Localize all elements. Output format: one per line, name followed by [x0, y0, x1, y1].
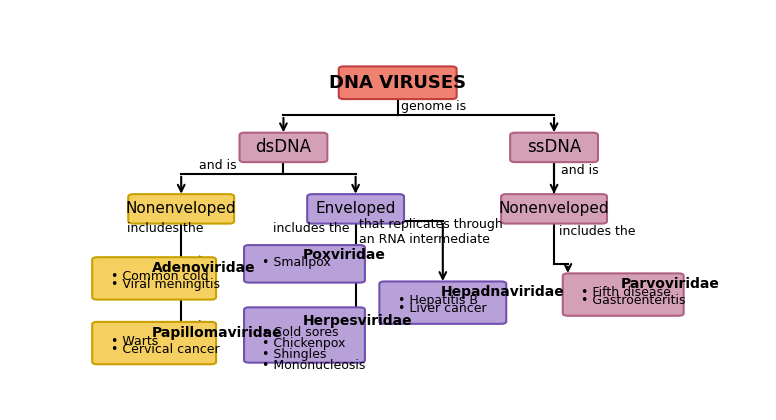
FancyBboxPatch shape: [244, 307, 365, 362]
Text: Hepadnaviridae: Hepadnaviridae: [441, 285, 564, 299]
Text: includes the: includes the: [559, 225, 636, 238]
Text: • Smallpox: • Smallpox: [262, 256, 331, 269]
Text: dsDNA: dsDNA: [255, 139, 311, 156]
Text: and is: and is: [561, 163, 599, 176]
Text: Adenoviridae: Adenoviridae: [152, 261, 255, 275]
Text: Papillomaviridae: Papillomaviridae: [152, 326, 282, 340]
Text: • Chickenpox: • Chickenpox: [262, 337, 345, 350]
Text: Parvoviridae: Parvoviridae: [621, 277, 720, 291]
Text: • Common cold: • Common cold: [111, 270, 208, 283]
Text: • Cold sores: • Cold sores: [262, 326, 338, 339]
FancyBboxPatch shape: [92, 257, 216, 299]
Text: • Warts: • Warts: [111, 335, 158, 348]
Text: includes the: includes the: [127, 223, 203, 236]
FancyBboxPatch shape: [563, 273, 684, 316]
FancyBboxPatch shape: [510, 133, 598, 162]
Text: • Mononucleosis: • Mononucleosis: [262, 359, 365, 372]
Text: • Viral meningitis: • Viral meningitis: [111, 278, 220, 291]
Text: includes the: includes the: [272, 222, 349, 235]
FancyBboxPatch shape: [501, 194, 607, 223]
Text: • Hepatitis B: • Hepatitis B: [398, 294, 478, 307]
FancyBboxPatch shape: [244, 245, 365, 283]
Text: that replicates through
an RNA intermediate: that replicates through an RNA intermedi…: [359, 218, 503, 246]
Text: • Fifth disease: • Fifth disease: [581, 286, 670, 299]
Text: genome is: genome is: [400, 100, 466, 113]
FancyBboxPatch shape: [379, 281, 506, 324]
Text: DNA VIRUSES: DNA VIRUSES: [329, 74, 466, 92]
Text: ssDNA: ssDNA: [527, 139, 581, 156]
Text: • Shingles: • Shingles: [262, 348, 327, 361]
FancyBboxPatch shape: [92, 322, 216, 364]
Text: Nonenveloped: Nonenveloped: [499, 201, 609, 216]
Text: Poxviridae: Poxviridae: [303, 248, 385, 262]
FancyBboxPatch shape: [339, 66, 456, 99]
FancyBboxPatch shape: [307, 194, 404, 223]
Text: and is: and is: [199, 159, 237, 172]
Text: Nonenveloped: Nonenveloped: [126, 201, 237, 216]
Text: • Cervical cancer: • Cervical cancer: [111, 343, 220, 356]
FancyBboxPatch shape: [128, 194, 234, 223]
FancyBboxPatch shape: [240, 133, 327, 162]
Text: • Gastroenteritis: • Gastroenteritis: [581, 294, 685, 307]
Text: Enveloped: Enveloped: [315, 201, 396, 216]
Text: Herpesviridae: Herpesviridae: [303, 314, 412, 328]
Text: • Liver cancer: • Liver cancer: [398, 302, 487, 315]
